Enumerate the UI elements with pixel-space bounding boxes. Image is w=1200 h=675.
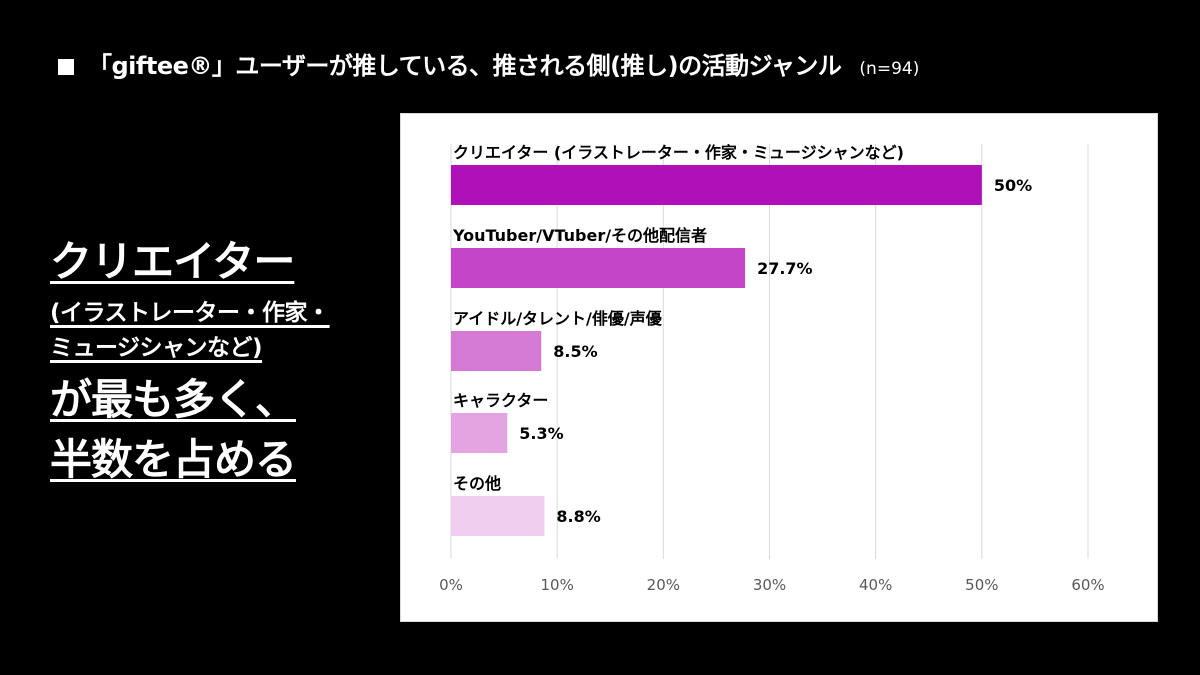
chart-svg: 0% 10% 20% 30% 40% 50% 60% クリエイター (イラストレーター・作家・…	[439, 143, 1105, 594]
summary-line-3: ミュージシャンなど)	[50, 335, 263, 361]
bar	[451, 165, 982, 205]
value-label: 50%	[994, 176, 1032, 195]
summary-line-1: クリエイター	[50, 237, 295, 286]
square-bullet-icon	[58, 59, 74, 75]
value-label: 27.7%	[757, 259, 813, 278]
category-label: クリエイター (イラストレーター・作家・ミュージシャンなど)	[453, 143, 904, 162]
value-label: 8.8%	[556, 507, 600, 526]
category-label: キャラクター	[453, 391, 548, 410]
bar-chart: 0% 10% 20% 30% 40% 50% 60% クリエイター (イラストレーター・作家・…	[400, 113, 1158, 622]
x-tick-label: 0%	[439, 576, 463, 594]
sample-size-note: (n=94)	[859, 59, 920, 79]
value-label: 5.3%	[519, 424, 563, 443]
x-tick-label: 30%	[753, 576, 786, 594]
bar	[451, 331, 542, 371]
category-label: YouTuber/VTuber/その他配信者	[452, 226, 707, 245]
category-label: アイドル/タレント/俳優/声優	[453, 309, 663, 328]
summary-line-2: (イラストレーター・作家・	[50, 300, 330, 326]
summary-text: クリエイター (イラストレーター・作家・ ミュージシャンなど) が最も多く、 半…	[50, 232, 330, 490]
summary-line-5: 半数を占める	[50, 435, 297, 484]
value-label: 8.5%	[553, 342, 597, 361]
x-tick-label: 40%	[859, 576, 892, 594]
summary-line-4: が最も多く、	[50, 375, 297, 424]
x-tick-label: 60%	[1071, 576, 1104, 594]
category-label: その他	[453, 474, 501, 493]
header-title: 「giftee®」ユーザーが推している、推される側(推し)の活動ジャンル	[88, 52, 842, 80]
x-tick-label: 20%	[647, 576, 680, 594]
x-tick-label: 50%	[965, 576, 998, 594]
header: 「giftee®」ユーザーが推している、推される側(推し)の活動ジャンル (n=…	[58, 46, 919, 81]
bar	[451, 413, 508, 453]
bar	[451, 496, 545, 536]
x-tick-label: 10%	[540, 576, 573, 594]
bar	[451, 248, 746, 288]
